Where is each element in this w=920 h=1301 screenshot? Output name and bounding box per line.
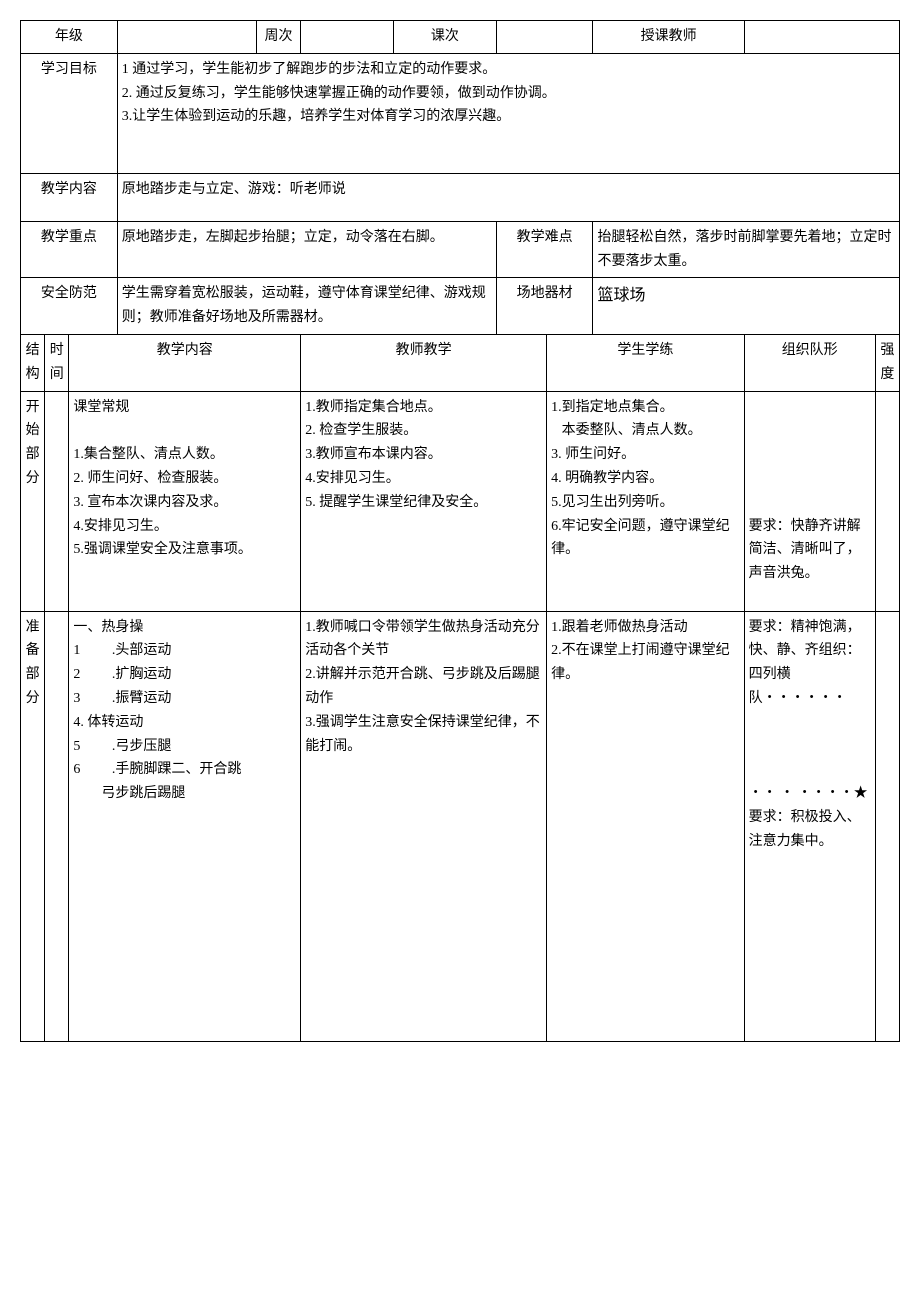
week-value — [301, 21, 394, 54]
section-1-name: 准备部分 — [21, 611, 45, 1041]
content-text: 原地踏步走与立定、游戏：听老师说 — [117, 173, 899, 221]
section-0-teach-content: 课堂常规 1.集合整队、清点人数。 2. 师生问好、检查服装。 3. 宣布本次课… — [69, 391, 301, 611]
section-1-teacher-act: 1.教师喊口令带领学生做热身活动充分活动各个关节 2.讲解并示范开合跳、弓步跳及… — [301, 611, 547, 1041]
section-1-teach-content: 一、热身操 1 .头部运动 2 .扩胸运动 3 .振臂运动 4. 体转运动 5 … — [69, 611, 301, 1041]
section-1-student-act: 1.跟着老师做热身活动 2.不在课堂上打闹遵守课堂纪律。 — [547, 611, 745, 1041]
venue-text: 篮球场 — [593, 278, 900, 335]
safety-text: 学生需穿着宽松服装，运动鞋，遵守体育课堂纪律、游戏规则；教师准备好场地及所需器材… — [117, 278, 496, 335]
keypoint-text: 原地踏步走，左脚起步抬腿；立定，动令落在右脚。 — [117, 221, 496, 278]
section-1-intensity — [875, 611, 899, 1041]
lesson-plan-table: 年级 周次 课次 授课教师 学习目标 1 通过学习，学生能初步了解跑步的步法和立… — [20, 20, 900, 1042]
lessonno-label: 课次 — [393, 21, 496, 54]
section-0-teacher-act: 1.教师指定集合地点。 2. 检查学生服装。 3.教师宣布本课内容。 4.安排见… — [301, 391, 547, 611]
section-0-student-act: 1.到指定地点集合。 本委整队、清点人数。 3. 师生问好。 4. 明确教学内容… — [547, 391, 745, 611]
col-formation: 组织队形 — [744, 334, 875, 391]
col-teacher-act: 教师教学 — [301, 334, 547, 391]
col-time: 时间 — [45, 334, 69, 391]
keypoint-label: 教学重点 — [21, 221, 118, 278]
section-0-intensity — [875, 391, 899, 611]
col-student-act: 学生学练 — [547, 334, 745, 391]
col-intensity: 强度 — [875, 334, 899, 391]
grade-value — [117, 21, 256, 54]
difficulty-label: 教学难点 — [496, 221, 593, 278]
venue-label: 场地器材 — [496, 278, 593, 335]
safety-label: 安全防范 — [21, 278, 118, 335]
teacher-label: 授课教师 — [593, 21, 744, 54]
section-0-name: 开始部分 — [21, 391, 45, 611]
grade-label: 年级 — [21, 21, 118, 54]
col-teach-content: 教学内容 — [69, 334, 301, 391]
content-label: 教学内容 — [21, 173, 118, 221]
section-0-time — [45, 391, 69, 611]
goals-label: 学习目标 — [21, 53, 118, 173]
lessonno-value — [496, 21, 593, 54]
section-1-time — [45, 611, 69, 1041]
goals-text: 1 通过学习，学生能初步了解跑步的步法和立定的动作要求。 2. 通过反复练习，学… — [117, 53, 899, 173]
section-0-formation: 要求：快静齐讲解简洁、清晰叫了，声音洪兔。 — [744, 391, 875, 611]
section-1-formation: 要求：精神饱满，快、静、齐组织：四列横队・・・・・・ ・・ ・ ・・・・★要求：… — [744, 611, 875, 1041]
week-label: 周次 — [256, 21, 300, 54]
col-structure: 结构 — [21, 334, 45, 391]
difficulty-text: 抬腿轻松自然，落步时前脚掌要先着地；立定时不要落步太重。 — [593, 221, 900, 278]
teacher-value — [744, 21, 899, 54]
